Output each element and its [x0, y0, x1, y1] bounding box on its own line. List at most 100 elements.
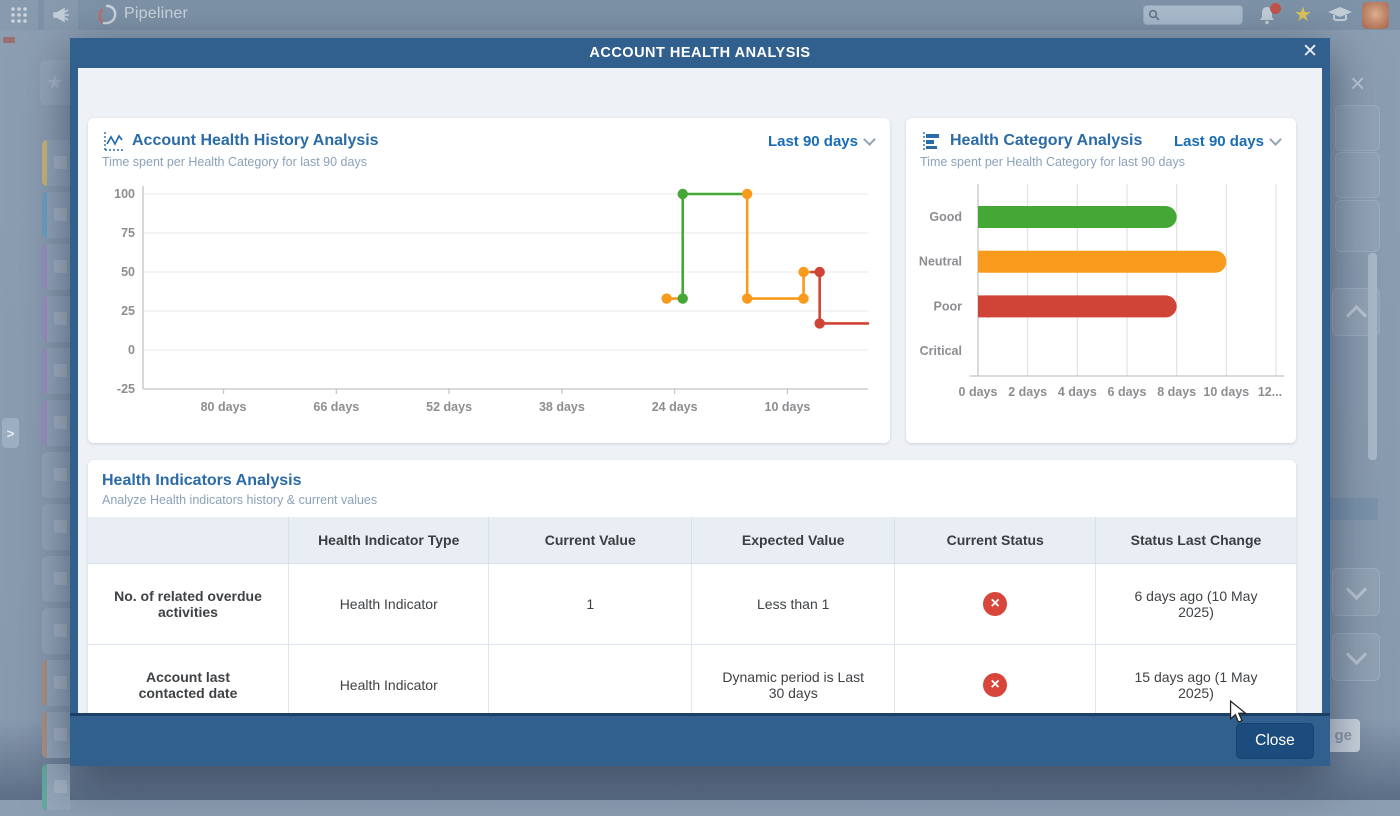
background-panel: [1335, 200, 1380, 252]
sidebar-item[interactable]: [42, 400, 70, 446]
history-range-dropdown[interactable]: Last 90 days: [767, 133, 876, 150]
svg-text:24 days: 24 days: [652, 400, 698, 414]
sidebar-navigation: [42, 140, 70, 816]
expand-section-button[interactable]: [1332, 568, 1380, 616]
svg-text:25: 25: [121, 304, 135, 318]
expand-section-button[interactable]: [1332, 633, 1380, 681]
modal-footer: Close: [70, 713, 1330, 766]
modal-body: Account Health History Analysis Last 90 …: [70, 68, 1330, 744]
line-chart-icon: [104, 132, 123, 151]
sidebar-item[interactable]: [42, 192, 70, 238]
favorites-star-icon[interactable]: ★: [1294, 4, 1312, 26]
svg-text:10 days: 10 days: [765, 400, 811, 414]
search-icon: [1148, 9, 1160, 21]
scrollbar-thumb[interactable]: [1368, 253, 1377, 460]
svg-text:50: 50: [121, 265, 135, 279]
current-value: 1: [488, 563, 692, 645]
announcements-button[interactable]: [44, 0, 78, 30]
mouse-cursor: [1229, 700, 1248, 723]
sidebar-item[interactable]: [42, 660, 70, 706]
modal-title: ACCOUNT HEALTH ANALYSIS: [589, 45, 811, 61]
table-row: No. of related overdue activities Health…: [88, 563, 1296, 645]
svg-text:8 days: 8 days: [1157, 385, 1196, 399]
global-search-input[interactable]: [1143, 5, 1243, 25]
indicator-name: No. of related overdue activities: [88, 563, 289, 645]
svg-text:38 days: 38 days: [539, 400, 585, 414]
account-health-analysis-modal: ACCOUNT HEALTH ANALYSIS ✕ Account Health…: [70, 38, 1330, 766]
sidebar-item[interactable]: [42, 296, 70, 342]
error-status-icon: ×: [983, 673, 1008, 697]
health-indicators-card: Health Indicators Analysis Analyze Healt…: [88, 460, 1296, 744]
svg-text:Good: Good: [929, 210, 962, 224]
category-card-title: Health Category Analysis: [950, 132, 1143, 149]
col-header-expected-value: Expected Value: [691, 517, 896, 564]
svg-text:Poor: Poor: [934, 299, 963, 313]
history-card-title: Account Health History Analysis: [132, 132, 379, 149]
history-card-subtitle: Time spent per Health Category for last …: [102, 155, 367, 169]
user-avatar[interactable]: [1362, 2, 1389, 29]
status-last-change: 15 days ago (1 May 2025): [1095, 644, 1296, 726]
svg-text:0: 0: [128, 343, 135, 357]
indicators-card-subtitle: Analyze Health indicators history & curr…: [102, 493, 378, 507]
svg-text:2 days: 2 days: [1008, 385, 1047, 399]
col-header-blank: [88, 517, 289, 564]
history-range-value: Last 90 days: [767, 133, 858, 150]
record-close-icon[interactable]: ×: [1350, 68, 1366, 98]
chevron-down-icon: [1269, 133, 1282, 146]
sidebar-item[interactable]: [42, 764, 70, 810]
academy-button[interactable]: [1328, 7, 1352, 27]
background-panel: [1335, 152, 1380, 198]
top-navigation-bar: Pipeliner ★: [0, 0, 1400, 30]
sidebar-item[interactable]: [42, 140, 70, 186]
close-button[interactable]: Close: [1236, 723, 1314, 759]
pipeliner-logo-icon[interactable]: [96, 4, 118, 31]
col-header-status-last-change: Status Last Change: [1095, 517, 1296, 564]
category-range-dropdown[interactable]: Last 90 days: [1174, 133, 1282, 150]
col-header-indicator-type: Health Indicator Type: [288, 517, 490, 564]
chevron-down-icon: [1345, 578, 1367, 600]
sidebar-item[interactable]: [42, 244, 70, 290]
history-step-chart: 100 75 50 25 0 -25 80 days 66 days 52 days 38 day…: [114, 186, 870, 414]
sidebar-item[interactable]: [42, 452, 70, 498]
modal-header: ACCOUNT HEALTH ANALYSIS ✕: [70, 38, 1330, 68]
svg-text:Neutral: Neutral: [919, 255, 962, 269]
svg-text:66 days: 66 days: [313, 400, 359, 414]
sidebar-item[interactable]: [42, 556, 70, 602]
svg-text:80 days: 80 days: [201, 400, 247, 414]
indicator-type: Health Indicator: [288, 644, 490, 726]
svg-text:52 days: 52 days: [426, 400, 472, 414]
sidebar-item[interactable]: [42, 348, 70, 394]
sidebar-item[interactable]: [42, 712, 70, 758]
brand-name[interactable]: Pipeliner: [124, 5, 189, 22]
indicators-card-title: Health Indicators Analysis: [102, 472, 302, 489]
current-value: [488, 644, 692, 726]
category-card-subtitle: Time spent per Health Category for last …: [920, 155, 1185, 169]
indicator-name: Account last contacted date: [88, 644, 289, 726]
graduation-cap-icon: [1328, 7, 1352, 22]
background-highlight-row: [1330, 498, 1378, 520]
modal-close-icon[interactable]: ✕: [1302, 41, 1318, 62]
background-red-chip: [3, 37, 15, 43]
sidebar-item[interactable]: [42, 608, 70, 654]
record-favorite-star-icon[interactable]: ★: [40, 60, 70, 105]
svg-text:6 days: 6 days: [1108, 385, 1147, 399]
error-status-icon: ×: [983, 592, 1008, 616]
health-indicators-table: Health Indicator Type Current Value Expe…: [88, 517, 1296, 744]
indicator-type: Health Indicator: [288, 563, 490, 645]
current-status: ×: [894, 563, 1096, 645]
apps-grid-button[interactable]: [0, 0, 38, 30]
col-header-current-value: Current Value: [488, 517, 692, 564]
expected-value: Dynamic period is Last 30 days: [691, 644, 896, 726]
notification-badge: [1270, 3, 1281, 14]
current-status: ×: [894, 644, 1096, 726]
svg-text:10 days: 10 days: [1203, 385, 1249, 399]
chevron-up-icon: [1345, 304, 1367, 326]
chevron-down-icon: [1345, 643, 1367, 665]
svg-text:75: 75: [121, 226, 135, 240]
table-row: Account last contacted date Health Indic…: [88, 644, 1296, 726]
sidebar-item[interactable]: [42, 504, 70, 550]
svg-text:4 days: 4 days: [1058, 385, 1097, 399]
sidebar-expand-button[interactable]: >: [2, 418, 19, 448]
svg-text:Critical: Critical: [920, 344, 962, 358]
bar-chart-icon: [923, 132, 939, 151]
